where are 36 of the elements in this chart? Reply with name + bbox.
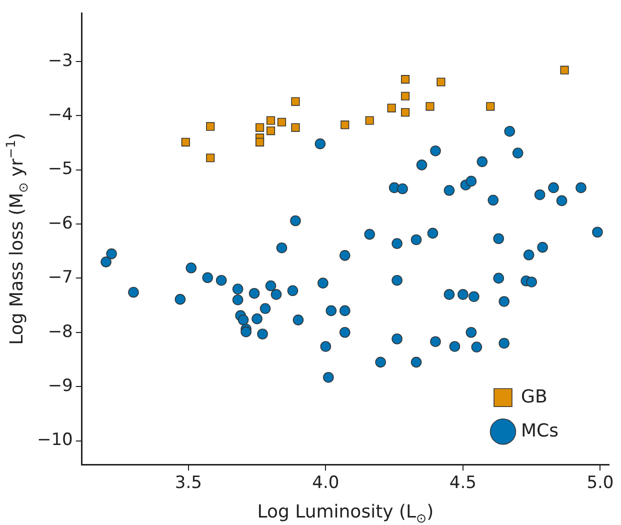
point — [291, 97, 300, 106]
point — [387, 104, 396, 112]
point — [206, 122, 215, 131]
point — [255, 123, 264, 132]
y-tick-label: −3 — [48, 50, 73, 71]
y-axis-title: Log Mass loss (M⊙ yr−1) — [2, 132, 31, 345]
point — [401, 92, 410, 100]
x-tick-label: 3.5 — [174, 473, 202, 494]
x-tick-label: 4.0 — [312, 473, 340, 494]
point — [255, 138, 264, 146]
point — [426, 102, 434, 111]
y-tick-label: −7 — [48, 268, 73, 288]
y-tick-label: −6 — [48, 213, 73, 234]
point — [340, 120, 350, 130]
point — [486, 102, 495, 111]
x-tick-label: 4.5 — [449, 473, 476, 494]
y-tick-label: −4 — [48, 105, 73, 126]
point — [291, 123, 300, 132]
legend-label: GB — [521, 386, 548, 408]
point — [206, 154, 215, 162]
x-axis-title: Log Luminosity (L⊙) — [257, 502, 434, 525]
point — [401, 108, 410, 117]
legend-label: MCs — [521, 420, 558, 442]
point — [266, 116, 276, 125]
point — [365, 116, 374, 125]
point — [401, 75, 410, 84]
y-tick-label: −8 — [48, 322, 73, 342]
point — [181, 138, 190, 146]
y-tick-label: −5 — [48, 159, 73, 180]
point — [266, 126, 276, 136]
point — [277, 118, 286, 126]
x-tick-label: 5.0 — [586, 473, 614, 494]
y-tick-label: −10 — [36, 430, 73, 450]
point — [436, 78, 446, 86]
point — [560, 66, 569, 74]
y-tick-label: −9 — [48, 376, 73, 396]
